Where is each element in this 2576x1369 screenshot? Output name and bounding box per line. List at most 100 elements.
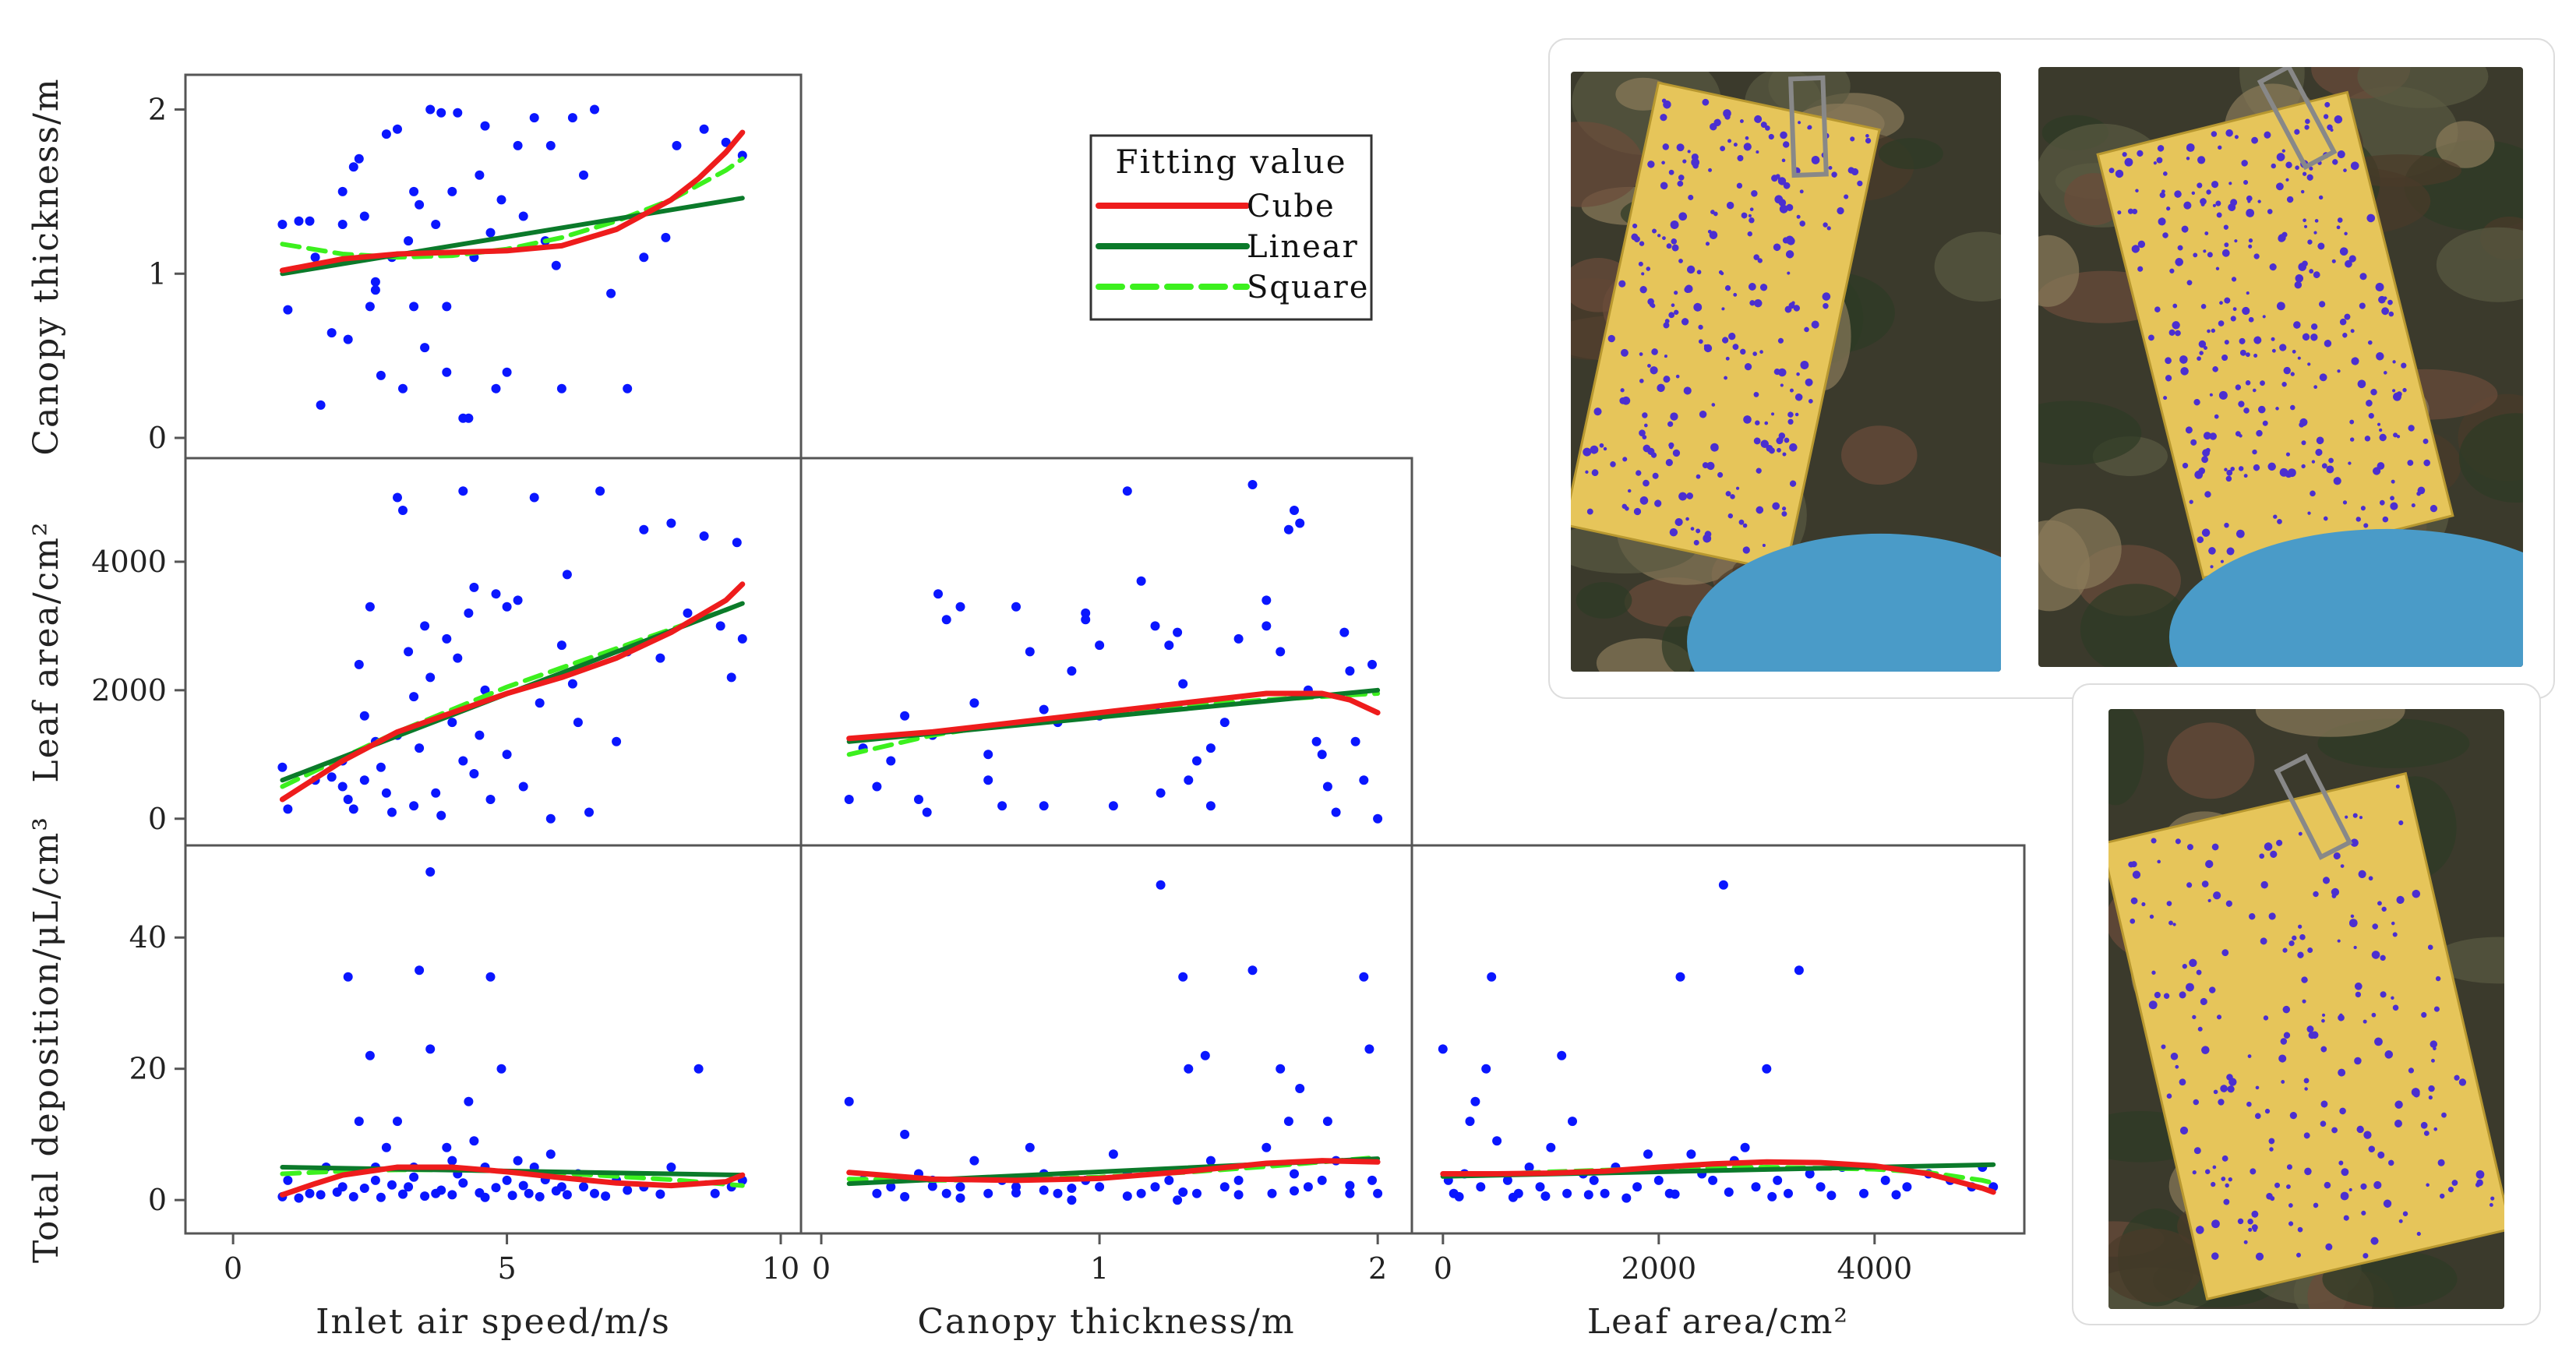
droplet-stain	[2328, 457, 2334, 464]
x-tick-label: 0	[1434, 1251, 1452, 1286]
data-point	[425, 1044, 436, 1054]
droplet-stain	[1757, 258, 1763, 263]
droplet-stain	[2218, 145, 2222, 150]
droplet-stain	[2379, 428, 2383, 432]
data-point	[672, 140, 682, 150]
droplet-stain	[2382, 516, 2389, 523]
droplet-stain	[2307, 511, 2311, 515]
droplet-stain	[2364, 436, 2371, 442]
droplet-stain	[2219, 301, 2223, 305]
data-point	[485, 228, 496, 238]
droplet-stain	[1737, 154, 1744, 162]
droplet-stain	[1732, 344, 1739, 351]
droplet-stain	[2307, 947, 2313, 954]
droplet-stain	[1774, 195, 1784, 204]
droplet-stain	[2333, 852, 2341, 860]
data-point	[518, 211, 528, 221]
droplet-stain	[2355, 164, 2359, 168]
data-point	[1067, 666, 1077, 676]
droplet-stain	[1735, 486, 1740, 490]
x-tick-label: 0	[812, 1251, 831, 1286]
y-tick-label: 40	[129, 920, 167, 954]
droplet-stain	[2247, 1219, 2253, 1225]
droplet-stain	[2249, 912, 2256, 920]
droplet-stain	[2368, 876, 2373, 881]
data-point	[1331, 807, 1341, 817]
droplet-stain	[2315, 448, 2323, 457]
droplet-stain	[2304, 125, 2310, 130]
droplet-stain	[2179, 355, 2188, 364]
droplet-stain	[1607, 334, 1615, 343]
data-point	[529, 492, 539, 503]
droplet-stain	[2392, 932, 2398, 937]
droplet-stain	[1674, 291, 1678, 295]
data-point	[491, 589, 501, 599]
data-point	[1540, 1191, 1551, 1201]
droplet-stain	[2289, 1111, 2297, 1120]
data-point	[983, 1188, 993, 1198]
droplet-stain	[2344, 313, 2351, 320]
droplet-stain	[2225, 129, 2233, 137]
droplet-stain	[2208, 547, 2216, 555]
droplet-stain	[2247, 199, 2251, 203]
y-tick-label: 2	[148, 93, 167, 127]
data-point	[1762, 1064, 1772, 1074]
data-point	[1150, 1182, 1160, 1192]
data-point	[518, 1180, 528, 1191]
data-point	[1891, 1190, 1901, 1200]
data-point	[927, 1181, 937, 1191]
droplet-stain	[1666, 243, 1672, 249]
droplet-stain	[2430, 505, 2438, 513]
droplet-stain	[1667, 421, 1674, 427]
droplet-stain	[2331, 259, 2336, 263]
droplet-stain	[1707, 229, 1712, 234]
droplet-stain	[2130, 861, 2137, 868]
data-point	[1262, 1142, 1272, 1152]
data-point	[420, 343, 430, 353]
droplet-stain	[2278, 234, 2286, 242]
panel-speed-vs-dep	[184, 844, 803, 1235]
fit-line-linear	[280, 196, 745, 277]
droplet-stain	[2304, 224, 2308, 228]
droplet-stain	[2170, 1053, 2179, 1060]
data-point	[365, 602, 375, 612]
droplet-stain	[2201, 456, 2208, 464]
data-point	[666, 1163, 676, 1172]
droplet-stain	[2391, 996, 2394, 1000]
droplet-stain	[2239, 466, 2244, 471]
yellow-card	[2108, 753, 2504, 1301]
data-point	[1535, 1182, 1545, 1192]
x-tick-label: 2	[1368, 1251, 1387, 1286]
data-point	[562, 570, 572, 580]
droplet-stain	[2327, 124, 2333, 131]
droplet-stain	[2317, 242, 2325, 250]
x-axis-label: Canopy thickness/m	[917, 1302, 1295, 1342]
droplet-stain	[2309, 269, 2314, 274]
data-point	[1276, 647, 1286, 657]
droplet-stain	[1639, 286, 1647, 294]
droplet-stain	[2319, 373, 2327, 382]
droplet-stain	[1800, 361, 1809, 369]
data-point	[1373, 1188, 1383, 1198]
droplet-stain	[2475, 1170, 2485, 1179]
droplet-stain	[2242, 306, 2250, 316]
droplet-stain	[1831, 171, 1837, 178]
x-tick-label: 5	[497, 1251, 516, 1286]
droplet-stain	[2368, 1145, 2376, 1152]
droplet-stain	[2355, 991, 2362, 998]
droplet-stain	[2313, 1202, 2319, 1208]
data-point	[370, 285, 380, 295]
data-point	[381, 129, 391, 139]
droplet-stain	[1661, 161, 1665, 165]
paper-clip	[1788, 75, 1829, 178]
droplet-stain	[2199, 351, 2204, 355]
droplet-stain	[2398, 1219, 2403, 1223]
data-point	[1583, 1190, 1593, 1200]
data-point	[1039, 801, 1049, 811]
paper-clip	[2274, 753, 2353, 860]
data-point	[969, 1156, 979, 1166]
droplet-stain	[2200, 997, 2207, 1006]
data-point	[1108, 1149, 1118, 1159]
data-point	[1339, 627, 1350, 637]
droplet-stain	[2476, 1179, 2483, 1187]
